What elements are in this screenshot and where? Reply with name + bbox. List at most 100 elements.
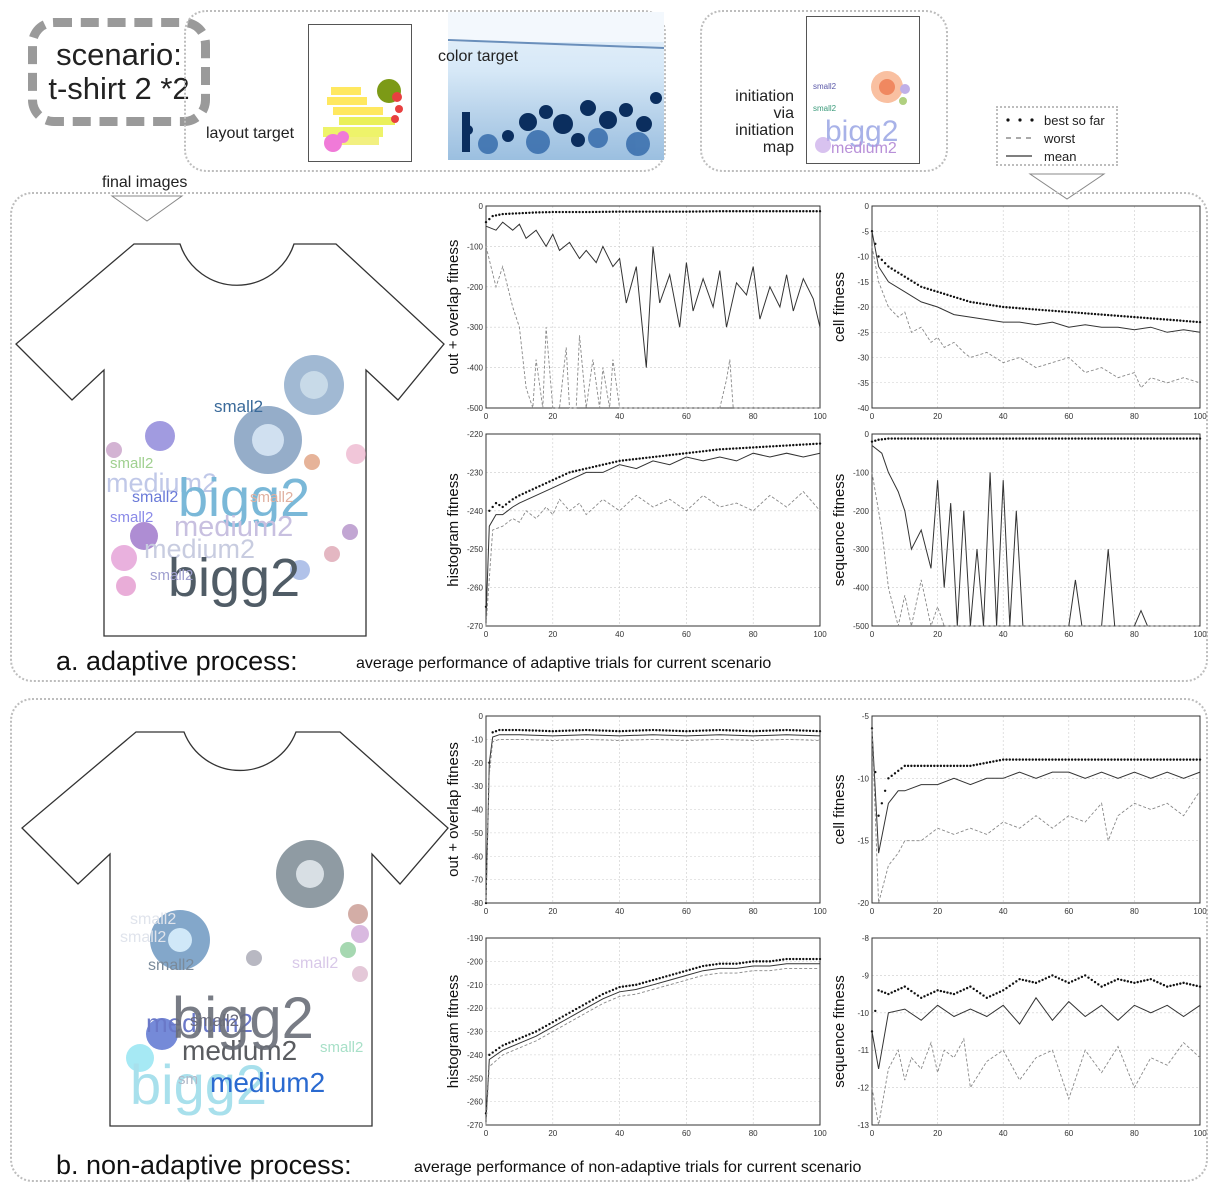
best-point — [782, 445, 784, 447]
best-point — [555, 211, 557, 213]
series-mean — [486, 222, 820, 367]
best-point — [1074, 437, 1076, 439]
legend-label: mean — [1044, 149, 1077, 164]
best-point — [662, 729, 664, 731]
best-point — [602, 464, 604, 466]
best-point — [887, 777, 889, 779]
best-point — [936, 437, 938, 439]
legend-item-best: best so far — [1004, 112, 1034, 128]
best-point — [742, 730, 744, 732]
best-point — [1150, 437, 1152, 439]
y-tick-label: -8 — [862, 934, 870, 943]
best-point — [1009, 437, 1011, 439]
best-point — [765, 730, 767, 732]
best-point — [755, 210, 757, 212]
best-point — [665, 454, 667, 456]
best-point — [1100, 437, 1102, 439]
adaptive-title: a. adaptive process: — [56, 646, 298, 677]
best-point — [913, 282, 915, 284]
best-point — [1091, 979, 1093, 981]
best-point — [966, 437, 968, 439]
best-point — [635, 729, 637, 731]
y-tick-label: -10 — [471, 735, 483, 744]
x-tick-label: 20 — [548, 907, 557, 916]
best-point — [608, 990, 610, 992]
best-point — [940, 437, 942, 439]
best-point — [512, 212, 514, 214]
best-point — [953, 765, 955, 767]
best-point — [745, 210, 747, 212]
best-point — [488, 218, 490, 220]
y-tick-label: -210 — [467, 981, 484, 990]
best-point — [752, 960, 754, 962]
chart-adaptive-cell: cell fitness0 20 40 60 80 1000-5-10-15-20-25-… — [826, 200, 1210, 430]
best-point — [1087, 976, 1089, 978]
best-point — [505, 729, 507, 731]
best-point — [989, 995, 991, 997]
best-point — [940, 990, 942, 992]
nonadaptive-word: small2 — [120, 929, 166, 946]
y-tick-label: -12 — [857, 1084, 869, 1093]
best-point — [1110, 981, 1112, 983]
best-point — [819, 730, 821, 732]
best-point — [498, 504, 500, 506]
best-point — [956, 297, 958, 299]
best-point — [712, 963, 714, 965]
nonadaptive-subtitle: average performance of non-adaptive tria… — [414, 1159, 861, 1177]
best-point — [802, 443, 804, 445]
best-point — [622, 459, 624, 461]
best-point — [1032, 758, 1034, 760]
best-point — [1120, 979, 1122, 981]
best-point — [488, 510, 490, 512]
best-point — [625, 459, 627, 461]
best-point — [498, 1047, 500, 1049]
best-point — [638, 729, 640, 731]
best-point — [1032, 437, 1034, 439]
best-point — [1179, 758, 1181, 760]
best-point — [1127, 437, 1129, 439]
best-point — [769, 445, 771, 447]
best-point — [572, 1010, 574, 1012]
best-point — [739, 447, 741, 449]
best-point — [1081, 312, 1083, 314]
best-point — [881, 990, 883, 992]
best-point — [904, 437, 906, 439]
best-point — [652, 979, 654, 981]
best-point — [578, 1006, 580, 1008]
x-tick-label: 40 — [999, 1129, 1008, 1138]
best-point — [1068, 311, 1070, 313]
adaptive-word: small2 — [214, 397, 263, 416]
best-point — [575, 211, 577, 213]
best-point — [1127, 980, 1129, 982]
best-point — [605, 463, 607, 465]
best-point — [1097, 758, 1099, 760]
best-point — [1061, 758, 1063, 760]
best-point — [1100, 313, 1102, 315]
best-point — [719, 210, 721, 212]
best-point — [956, 437, 958, 439]
best-point — [1035, 982, 1037, 984]
best-point — [528, 729, 530, 731]
best-point — [712, 210, 714, 212]
best-point — [682, 210, 684, 212]
adaptive-word: small2 — [110, 509, 153, 526]
best-point — [936, 765, 938, 767]
best-point — [645, 729, 647, 731]
best-point — [890, 267, 892, 269]
best-point — [897, 770, 899, 772]
best-point — [904, 765, 906, 767]
best-point — [522, 1036, 524, 1038]
best-point — [672, 973, 674, 975]
best-point — [1123, 437, 1125, 439]
best-point — [900, 273, 902, 275]
best-point — [799, 444, 801, 446]
best-point — [1159, 982, 1161, 984]
best-point — [1091, 313, 1093, 315]
y-tick-label: -20 — [857, 899, 869, 908]
y-tick-label: -240 — [467, 507, 484, 516]
layout-target-drawing — [309, 25, 411, 161]
best-point — [1064, 437, 1066, 439]
best-point — [568, 471, 570, 473]
best-point — [986, 997, 988, 999]
best-point — [812, 210, 814, 212]
